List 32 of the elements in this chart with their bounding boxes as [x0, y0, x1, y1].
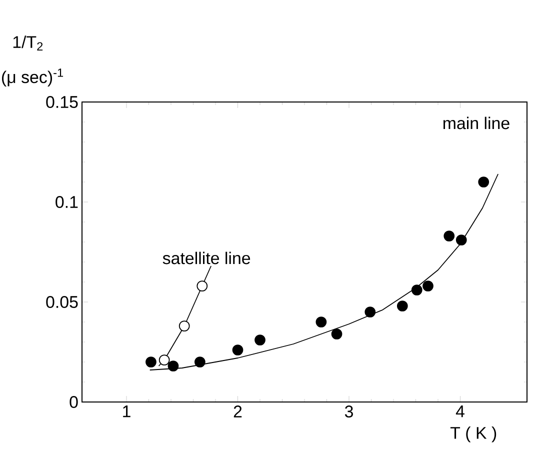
- point: [158, 354, 170, 366]
- point: [196, 280, 208, 292]
- x-tick-label: 3: [344, 406, 353, 418]
- point: [364, 306, 376, 318]
- point: [478, 176, 490, 188]
- point: [194, 356, 206, 368]
- x-tick-label: 4: [456, 406, 464, 418]
- point: [254, 334, 266, 346]
- x-tick-label: 2: [234, 406, 242, 418]
- point: [444, 230, 455, 242]
- annotation: satellite line: [162, 252, 250, 264]
- y-tick-label: 0.1: [56, 196, 78, 208]
- y-tick-label: 0.05: [46, 296, 78, 308]
- annotation: main line: [443, 116, 510, 130]
- point: [331, 328, 342, 340]
- point: [232, 344, 244, 356]
- y-axis-title: 1/T$_{2}$: [13, 36, 43, 50]
- x-tick-label: 1: [123, 406, 130, 418]
- point: [422, 280, 434, 292]
- point: [168, 360, 179, 372]
- x-axis-title: T ( K ): [450, 426, 496, 442]
- point: [456, 234, 467, 246]
- point: [146, 356, 156, 368]
- text: (μ sec)$^{-1}$: [2, 68, 64, 86]
- y-tick-label: 0.15: [46, 96, 78, 108]
- point: [316, 316, 327, 328]
- point: [396, 300, 408, 312]
- point: [178, 320, 190, 332]
- y-tick-label: 0: [70, 396, 78, 408]
- line-series: [158, 266, 212, 366]
- line-series: [149, 174, 499, 370]
- point: [411, 284, 422, 296]
